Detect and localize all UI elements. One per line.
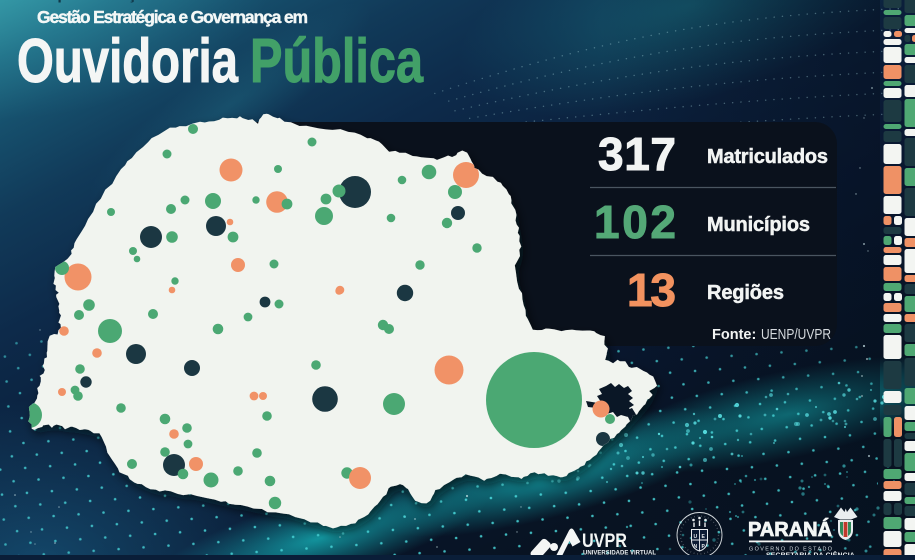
svg-text:PARANÁ: PARANÁ (748, 518, 832, 541)
svg-text:Fonte:: Fonte: (712, 327, 756, 343)
svg-text:317: 317 (598, 128, 676, 180)
svg-text:UVPR: UVPR (582, 531, 627, 552)
svg-text:102: 102 (594, 196, 676, 248)
svg-text:Matriculados: Matriculados (707, 146, 828, 168)
svg-text:Gestão Estratégica e Governanç: Gestão Estratégica e Governança em (37, 7, 308, 27)
svg-text:UENP/UVPR: UENP/UVPR (761, 327, 831, 343)
svg-text:Municípios: Municípios (707, 214, 810, 236)
svg-text:Ouvidoria: Ouvidoria (17, 27, 238, 96)
svg-text:13: 13 (627, 264, 676, 316)
svg-text:UNIVERSIDADE VIRTUAL: UNIVERSIDADE VIRTUAL (583, 551, 656, 556)
svg-text:N: N (694, 544, 698, 550)
svg-text:Pública: Pública (250, 27, 423, 96)
svg-text:U: U (694, 534, 698, 540)
svg-text:Regiões: Regiões (707, 282, 784, 304)
svg-text:Especialização em: Especialização em (37, 0, 185, 3)
